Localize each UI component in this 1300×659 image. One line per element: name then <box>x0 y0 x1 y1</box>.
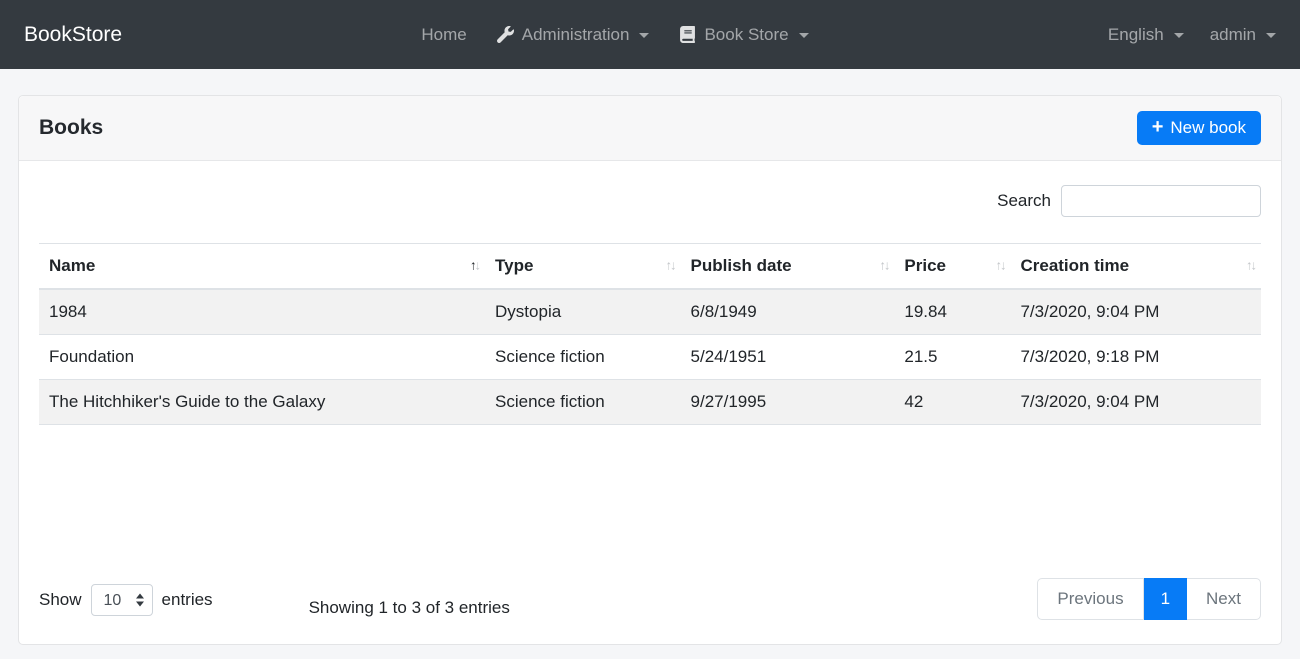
card-header: Books + New book <box>19 96 1281 161</box>
nav-administration-label: Administration <box>521 24 630 44</box>
nav-item-administration[interactable]: Administration <box>496 24 650 45</box>
table-footer: Show 10 entries Showing 1 to 3 of 3 entr… <box>39 578 1261 620</box>
sort-icon: ↑↓ <box>1246 257 1257 273</box>
brand-link[interactable]: BookStore <box>24 22 123 46</box>
chevron-down-icon <box>639 33 650 38</box>
column-header-name[interactable]: Name ↑↓ <box>39 243 486 290</box>
main-nav: Home Administration Book Store <box>122 25 1108 45</box>
page-length-control: Show 10 entries <box>39 584 213 616</box>
cell-name: Foundation <box>39 334 486 380</box>
book-icon <box>679 26 696 43</box>
cell-publish-date: 9/27/1995 <box>680 379 895 425</box>
column-header-creation-time[interactable]: Creation time ↑↓ <box>1010 243 1261 290</box>
search-row: Search <box>39 185 1261 217</box>
pagination: Previous 1 Next <box>1037 578 1261 620</box>
books-table: Name ↑↓ Type ↑↓ Publish date ↑↓ Price <box>39 243 1261 425</box>
nav-item-book-store[interactable]: Book Store <box>679 24 809 45</box>
cell-type: Science fiction <box>485 334 681 380</box>
card-body: Search Name ↑↓ Type ↑↓ <box>19 161 1281 644</box>
plus-icon: + <box>1151 116 1164 138</box>
entries-label: entries <box>161 590 213 609</box>
table-row: Foundation Science fiction 5/24/1951 21.… <box>39 334 1261 380</box>
page-size-select[interactable]: 10 <box>90 584 153 616</box>
show-label: Show <box>39 590 82 609</box>
cell-price: 42 <box>894 379 1011 425</box>
table-header-row: Name ↑↓ Type ↑↓ Publish date ↑↓ Price <box>39 243 1261 290</box>
page-1-button[interactable]: 1 <box>1143 578 1188 620</box>
cell-name: 1984 <box>39 288 486 335</box>
cell-type: Science fiction <box>485 379 681 425</box>
cell-creation-time: 7/3/2020, 9:04 PM <box>1010 288 1261 335</box>
sort-icon: ↑↓ <box>665 257 677 273</box>
cell-publish-date: 5/24/1951 <box>680 334 895 380</box>
language-dropdown[interactable]: English <box>1108 25 1184 45</box>
page-container: Books + New book Search Name ↑↓ <box>0 69 1300 645</box>
search-label: Search <box>997 191 1051 210</box>
next-page-button[interactable]: Next <box>1187 578 1261 620</box>
user-label: admin <box>1209 24 1256 44</box>
cell-creation-time: 7/3/2020, 9:18 PM <box>1010 334 1261 380</box>
secondary-nav: English admin <box>1108 25 1276 45</box>
page-size-select-wrap: 10 <box>90 584 153 616</box>
sort-icon: ↑↓ <box>995 257 1006 273</box>
search-input[interactable] <box>1061 185 1261 217</box>
table-info: Showing 1 to 3 of 3 entries <box>308 598 510 617</box>
nav-item-home[interactable]: Home <box>421 25 466 45</box>
cell-publish-date: 6/8/1949 <box>680 288 895 335</box>
column-header-publish-date[interactable]: Publish date ↑↓ <box>680 243 895 290</box>
cell-name: The Hitchhiker's Guide to the Galaxy <box>39 379 486 425</box>
cell-type: Dystopia <box>485 288 681 335</box>
table-row: The Hitchhiker's Guide to the Galaxy Sci… <box>39 379 1261 425</box>
nav-home-label: Home <box>421 24 467 44</box>
table-row: 1984 Dystopia 6/8/1949 19.84 7/3/2020, 9… <box>39 288 1261 335</box>
chevron-down-icon <box>798 33 809 38</box>
column-header-type[interactable]: Type ↑↓ <box>485 243 681 290</box>
new-book-button[interactable]: + New book <box>1136 111 1261 145</box>
nav-book-store-label: Book Store <box>704 24 789 44</box>
cell-price: 19.84 <box>894 288 1011 335</box>
chevron-down-icon <box>1173 33 1184 38</box>
new-book-button-label: New book <box>1170 118 1246 137</box>
chevron-down-icon <box>1266 33 1276 38</box>
sort-icon: ↑↓ <box>470 257 481 273</box>
previous-page-button[interactable]: Previous <box>1037 578 1144 620</box>
column-header-price[interactable]: Price ↑↓ <box>894 243 1011 290</box>
cell-creation-time: 7/3/2020, 9:04 PM <box>1010 379 1261 425</box>
user-dropdown[interactable]: admin <box>1210 25 1276 45</box>
top-navbar: BookStore Home Administration Book Store… <box>0 0 1300 69</box>
cell-price: 21.5 <box>894 334 1011 380</box>
sort-icon: ↑↓ <box>879 257 890 273</box>
books-card: Books + New book Search Name ↑↓ <box>18 95 1282 645</box>
language-label: English <box>1107 24 1164 44</box>
wrench-icon <box>496 26 514 43</box>
page-title: Books <box>39 116 104 139</box>
